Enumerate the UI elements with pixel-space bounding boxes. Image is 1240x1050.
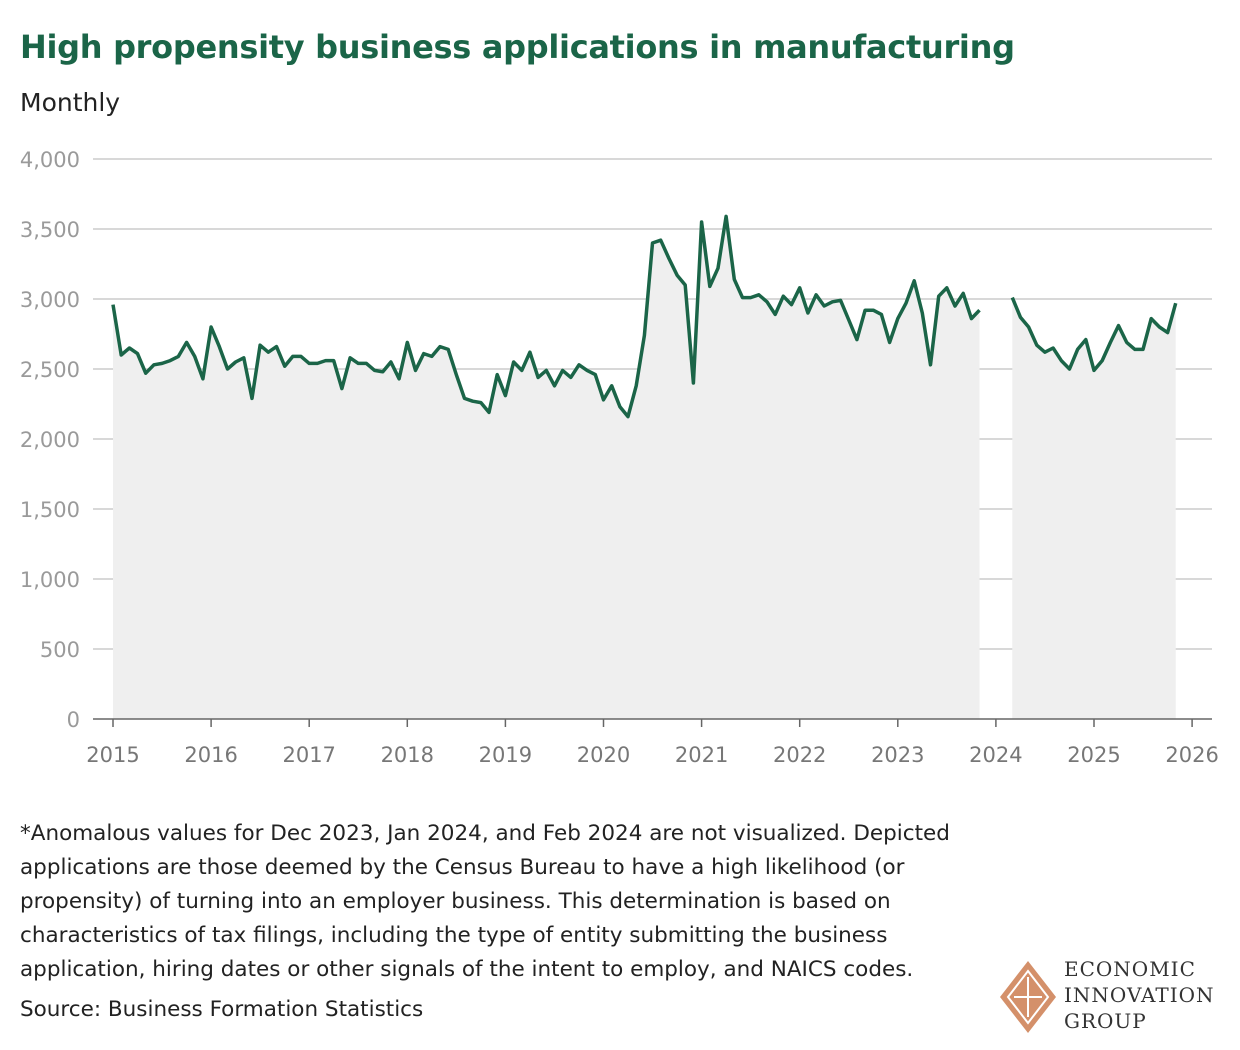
x-tick-label: 2025 [1067,743,1120,767]
y-tick-label: 2,500 [20,358,80,382]
chart-title: High propensity business applications in… [20,28,1015,66]
y-tick-label: 1,500 [20,498,80,522]
source-note: Source: Business Formation Statistics [20,997,424,1022]
y-tick-label: 2,000 [20,428,80,452]
y-tick-label: 500 [40,638,80,662]
footnote: *Anomalous values for Dec 2023, Jan 2024… [20,821,950,982]
x-tick-label: 2017 [282,743,335,767]
chart-plot: 0 500 1,000 1,500 2,000 2,500 3,000 3,500 4,000 2… [20,148,1219,767]
x-tick-label: 2016 [184,743,237,767]
series-area [113,216,980,719]
x-tick-label: 2021 [675,743,728,767]
chart-subtitle: Monthly [20,88,121,117]
logo-text-line3: GROUP [1064,1009,1147,1033]
eig-logo-icon [1000,961,1056,1033]
x-tick-label: 2024 [969,743,1022,767]
x-tick-label: 2015 [86,743,139,767]
x-tick-label: 2019 [479,743,532,767]
x-tick-label: 2026 [1165,743,1218,767]
x-tick-label: 2018 [381,743,434,767]
series-area [1012,297,1176,719]
y-tick-label: 0 [67,708,80,732]
y-tick-label: 4,000 [20,148,80,172]
y-tick-label: 3,500 [20,218,80,242]
eig-logo: ECONOMIC INNOVATION GROUP [998,955,1233,1035]
y-tick-label: 3,000 [20,288,80,312]
x-tick-label: 2020 [577,743,630,767]
y-tick-label: 1,000 [20,568,80,592]
logo-text-line2: INNOVATION [1064,983,1215,1007]
x-tick-label: 2022 [773,743,826,767]
x-tick-label: 2023 [871,743,924,767]
logo-text-line1: ECONOMIC [1064,957,1196,981]
